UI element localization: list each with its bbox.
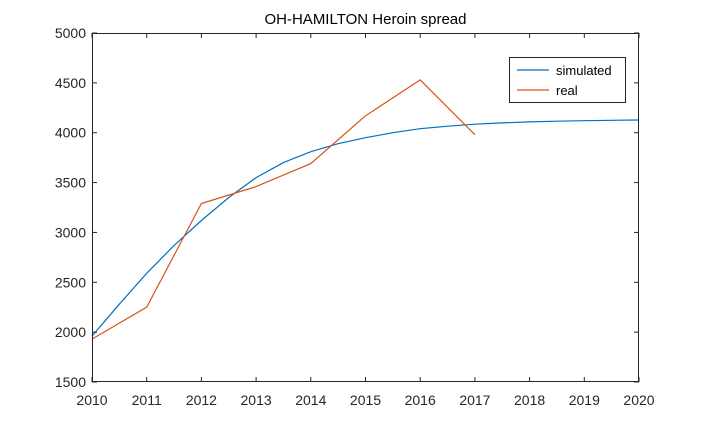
chart-title: OH-HAMILTON Heroin spread — [264, 11, 466, 28]
x-tick-label: 2013 — [241, 392, 272, 408]
y-tick-label: 2000 — [55, 324, 86, 340]
legend-label-real: real — [556, 83, 578, 98]
y-tick-label: 3500 — [55, 175, 86, 191]
legend-label-simulated: simulated — [556, 63, 612, 78]
x-tick-label: 2016 — [405, 392, 436, 408]
x-tick-label: 2017 — [459, 392, 490, 408]
series-layer — [91, 79, 640, 340]
y-tick-label: 4000 — [55, 125, 86, 141]
y-tick-label: 4500 — [55, 75, 86, 91]
series-line-real — [91, 79, 476, 340]
x-tick-label: 2010 — [76, 392, 107, 408]
y-tick-label: 1500 — [55, 374, 86, 390]
x-tick-label: 2018 — [514, 392, 545, 408]
legend: simulated real — [509, 57, 626, 103]
x-tick-label: 2019 — [569, 392, 600, 408]
y-tick-label: 3000 — [55, 224, 86, 240]
legend-box — [509, 57, 626, 103]
x-tick-label: 2020 — [623, 392, 654, 408]
x-tick-label: 2015 — [350, 392, 381, 408]
x-tick-label: 2014 — [295, 392, 326, 408]
x-tick-label: 2011 — [132, 392, 162, 408]
ticks-layer: 2010 2011 2012 2013 2014 2015 2016 2017 2018 2019… — [55, 25, 655, 408]
y-tick-label: 2500 — [55, 274, 86, 290]
y-tick-label: 5000 — [55, 25, 86, 41]
x-tick-label: 2012 — [186, 392, 217, 408]
